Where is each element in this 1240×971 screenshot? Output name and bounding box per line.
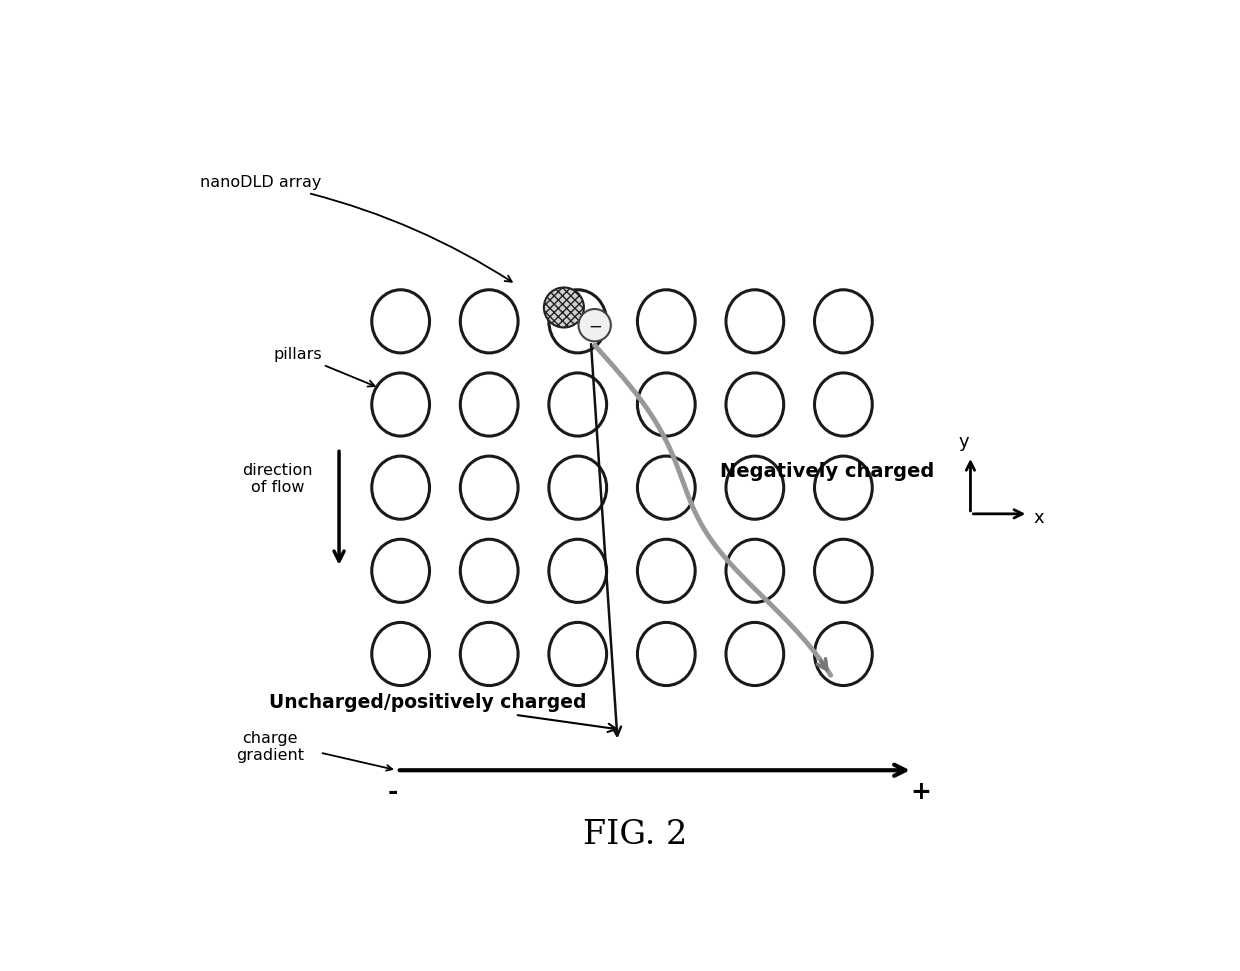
Ellipse shape bbox=[372, 456, 429, 519]
Ellipse shape bbox=[637, 289, 696, 352]
Ellipse shape bbox=[372, 622, 429, 686]
Text: +: + bbox=[910, 780, 931, 804]
Ellipse shape bbox=[549, 622, 606, 686]
Text: nanoDLD array: nanoDLD array bbox=[201, 175, 512, 282]
Ellipse shape bbox=[549, 539, 606, 602]
Ellipse shape bbox=[460, 289, 518, 352]
Text: pillars: pillars bbox=[274, 347, 374, 386]
Ellipse shape bbox=[815, 373, 872, 436]
Ellipse shape bbox=[637, 456, 696, 519]
Circle shape bbox=[579, 309, 611, 342]
Ellipse shape bbox=[815, 456, 872, 519]
Text: direction
of flow: direction of flow bbox=[242, 463, 312, 495]
Ellipse shape bbox=[637, 373, 696, 436]
Ellipse shape bbox=[815, 539, 872, 602]
Text: x: x bbox=[1034, 509, 1044, 526]
Ellipse shape bbox=[460, 622, 518, 686]
Ellipse shape bbox=[815, 622, 872, 686]
Ellipse shape bbox=[549, 456, 606, 519]
Ellipse shape bbox=[725, 373, 784, 436]
Ellipse shape bbox=[460, 539, 518, 602]
Text: Negatively charged: Negatively charged bbox=[720, 462, 935, 481]
Ellipse shape bbox=[549, 373, 606, 436]
Ellipse shape bbox=[549, 289, 606, 352]
Ellipse shape bbox=[637, 622, 696, 686]
Ellipse shape bbox=[725, 622, 784, 686]
Ellipse shape bbox=[725, 289, 784, 352]
Text: Uncharged/positively charged: Uncharged/positively charged bbox=[269, 693, 616, 732]
Ellipse shape bbox=[725, 456, 784, 519]
Ellipse shape bbox=[460, 456, 518, 519]
Ellipse shape bbox=[460, 373, 518, 436]
Text: charge
gradient: charge gradient bbox=[236, 731, 304, 763]
Ellipse shape bbox=[372, 373, 429, 436]
Ellipse shape bbox=[372, 289, 429, 352]
Ellipse shape bbox=[725, 539, 784, 602]
Ellipse shape bbox=[637, 539, 696, 602]
Ellipse shape bbox=[544, 287, 584, 327]
Text: -: - bbox=[388, 780, 398, 804]
Text: y: y bbox=[959, 433, 970, 451]
Ellipse shape bbox=[815, 289, 872, 352]
Text: $-$: $-$ bbox=[588, 317, 601, 334]
Ellipse shape bbox=[372, 539, 429, 602]
Text: FIG. 2: FIG. 2 bbox=[583, 819, 688, 851]
